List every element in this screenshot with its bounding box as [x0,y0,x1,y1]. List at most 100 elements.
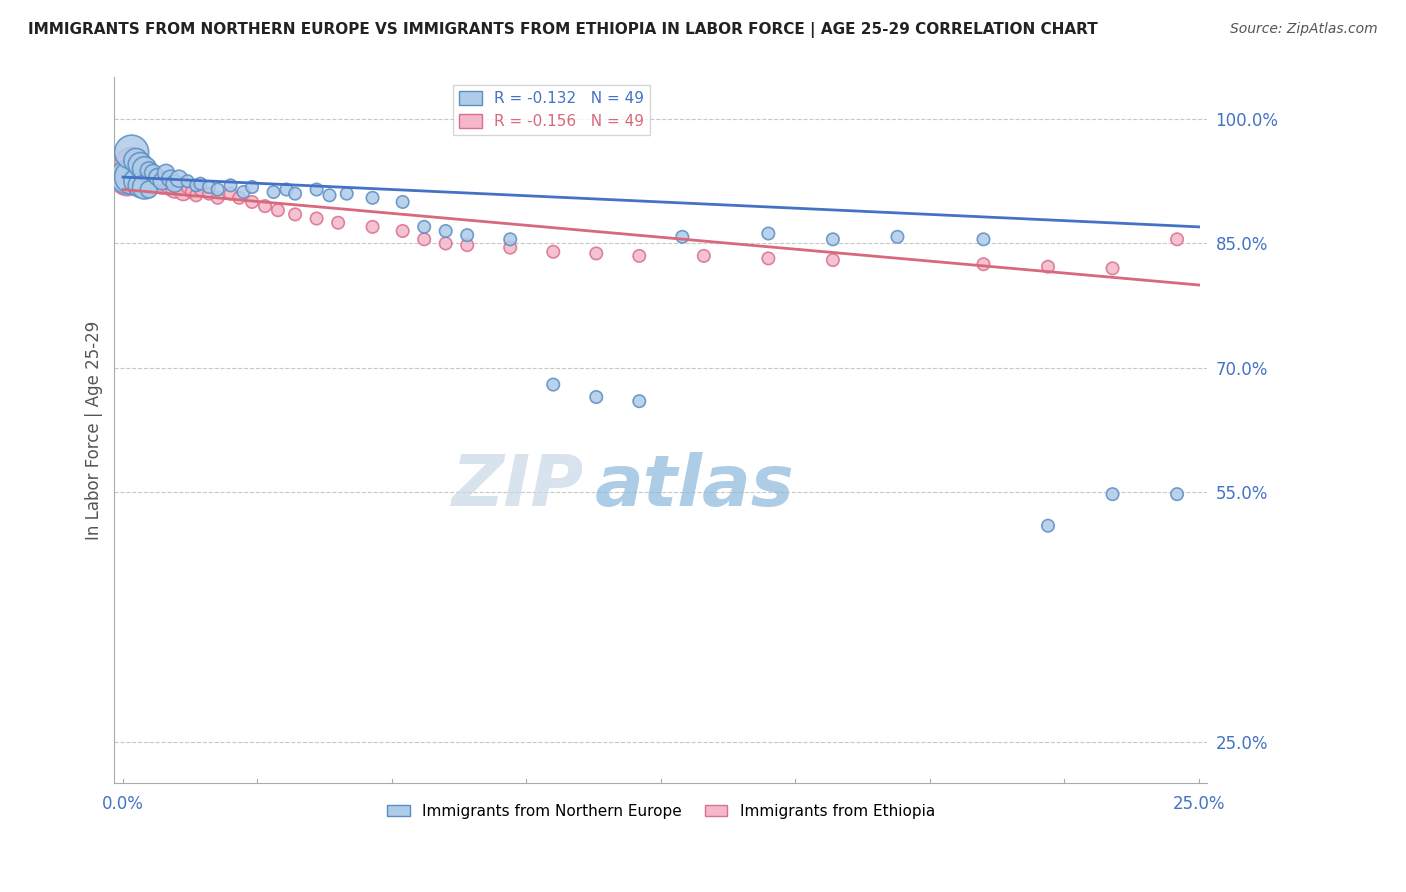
Point [176,174,198,188]
Point [146,169,169,184]
Point [121,169,143,184]
Point [391,224,413,238]
Point [756,252,779,266]
Point [163,177,186,191]
Point [117,169,139,184]
Text: ZIP: ZIP [453,452,585,521]
Point [207,191,229,205]
Point [125,153,148,168]
Point [1166,487,1188,501]
Point [155,166,177,180]
Point [1166,232,1188,246]
Point [134,180,156,194]
Point [163,182,186,196]
Text: atlas: atlas [595,452,794,521]
Point [134,169,156,184]
Point [253,199,276,213]
Point [142,166,165,180]
Point [434,236,457,251]
Point [499,241,522,255]
Point [318,188,340,202]
Point [190,182,212,196]
Point [129,158,152,172]
Y-axis label: In Labor Force | Age 25-29: In Labor Force | Age 25-29 [86,320,103,540]
Point [159,180,181,194]
Point [886,229,908,244]
Point [186,178,208,193]
Point [336,186,359,201]
Point [361,191,384,205]
Text: 25.0%: 25.0% [1173,796,1225,814]
Point [456,228,478,243]
Point [1036,518,1059,533]
Point [138,163,160,178]
Point [1101,487,1123,501]
Point [972,232,994,246]
Point [125,161,148,176]
Point [240,180,263,194]
Point [129,177,152,191]
Point [361,219,384,234]
Point [138,163,160,178]
Point [456,238,478,252]
Point [1101,261,1123,276]
Point [541,244,564,259]
Point [305,182,328,196]
Point [219,186,242,201]
Point [305,211,328,226]
Point [117,171,139,186]
Point [413,219,436,234]
Point [134,161,156,176]
Point [628,249,651,263]
Point [150,174,173,188]
Point [121,158,143,172]
Point [159,171,181,186]
Point [228,191,250,205]
Point [150,178,173,193]
Point [198,180,221,194]
Legend: Immigrants from Northern Europe, Immigrants from Ethiopia: Immigrants from Northern Europe, Immigra… [381,797,941,825]
Point [326,216,349,230]
Point [585,390,607,404]
Text: IMMIGRANTS FROM NORTHERN EUROPE VS IMMIGRANTS FROM ETHIOPIA IN LABOR FORCE | AGE: IMMIGRANTS FROM NORTHERN EUROPE VS IMMIG… [28,22,1098,38]
Point [121,169,143,183]
Text: 0.0%: 0.0% [103,796,143,814]
Point [267,203,290,218]
Point [172,185,194,199]
Point [129,166,152,180]
Point [284,207,307,221]
Point [138,178,160,193]
Point [117,163,139,178]
Point [125,171,148,186]
Point [693,249,716,263]
Point [499,232,522,246]
Point [167,178,190,193]
Point [180,185,202,199]
Point [190,177,212,191]
Point [198,186,221,201]
Point [671,229,693,244]
Point [821,232,844,246]
Point [263,185,285,199]
Point [155,174,177,188]
Point [972,257,994,271]
Point [1036,260,1059,274]
Point [219,178,242,193]
Point [240,194,263,209]
Point [176,180,198,194]
Point [276,182,298,196]
Text: Source: ZipAtlas.com: Source: ZipAtlas.com [1230,22,1378,37]
Point [186,188,208,202]
Point [207,182,229,196]
Point [284,186,307,201]
Point [129,178,152,193]
Point [434,224,457,238]
Point [167,171,190,186]
Point [125,174,148,188]
Point [138,182,160,196]
Point [821,253,844,268]
Point [541,377,564,392]
Point [756,227,779,241]
Point [391,194,413,209]
Point [146,174,169,188]
